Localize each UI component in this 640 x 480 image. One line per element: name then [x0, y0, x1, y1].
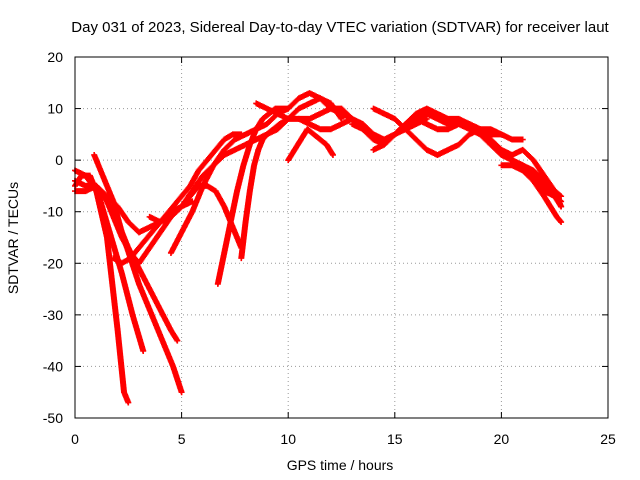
x-tick-label: 10	[280, 431, 296, 447]
data-series	[214, 105, 292, 287]
data-series	[238, 115, 292, 262]
y-tick-label: 10	[47, 101, 63, 117]
y-tick-label: -40	[43, 358, 63, 374]
y-axis-label: SDTVAR / TECUs	[5, 182, 21, 294]
data-point-markers	[498, 162, 565, 210]
y-tick-label: -10	[43, 204, 63, 220]
data-series	[91, 151, 185, 396]
data-point-markers	[110, 131, 245, 267]
axis-ticks: 0 5 10 15 20 25 -50 -40 -30 -20 -10 0 10 20	[43, 49, 616, 447]
data-series	[110, 131, 245, 267]
data-point-markers	[91, 151, 185, 396]
data-points	[72, 90, 565, 406]
data-point-markers	[285, 126, 336, 164]
x-tick-label: 0	[71, 431, 79, 447]
x-tick-label: 5	[178, 431, 186, 447]
x-axis-label: GPS time / hours	[287, 457, 394, 473]
y-tick-label: 20	[47, 49, 63, 65]
y-tick-label: -50	[43, 410, 63, 426]
data-point-markers	[214, 105, 292, 287]
x-tick-label: 15	[387, 431, 403, 447]
data-point-markers	[238, 115, 292, 262]
data-series	[285, 126, 336, 164]
data-series	[498, 162, 565, 210]
x-tick-label: 25	[600, 431, 616, 447]
y-tick-label: -30	[43, 307, 63, 323]
chart-title: Day 031 of 2023, Sidereal Day-to-day VTE…	[71, 19, 609, 36]
x-tick-label: 20	[494, 431, 510, 447]
y-tick-label: -20	[43, 255, 63, 271]
plot-frame	[74, 56, 609, 419]
y-tick-label: 0	[55, 152, 63, 168]
